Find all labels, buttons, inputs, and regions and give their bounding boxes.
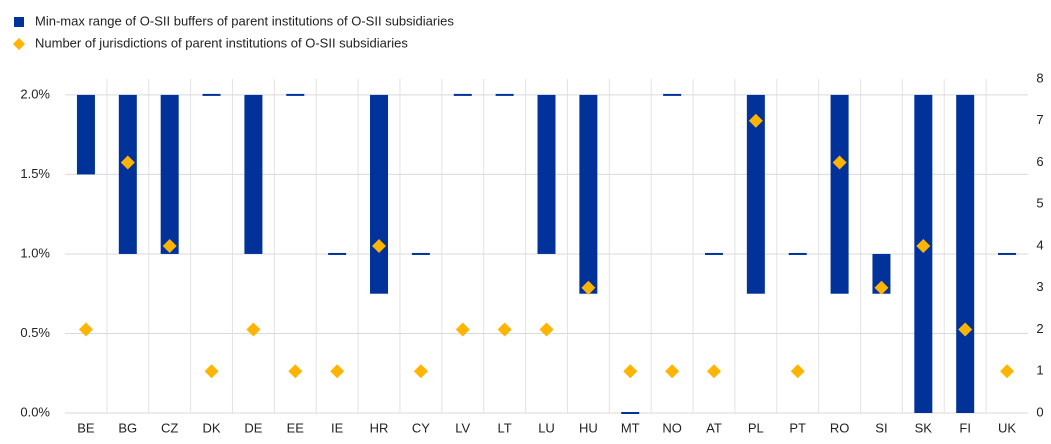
diamond-marker (790, 364, 805, 379)
range-bar (830, 94, 849, 294)
diamond-marker (455, 322, 470, 337)
range-bar (453, 93, 472, 96)
range-bar (160, 94, 179, 254)
range-bar (495, 93, 514, 96)
x-tick-label: IE (331, 420, 344, 435)
diamond-marker (623, 364, 638, 379)
y-tick-label: 0.5% (20, 325, 50, 340)
range-bar (956, 94, 975, 414)
y2-tick-label: 0 (1036, 404, 1043, 419)
diamond-marker (372, 239, 387, 253)
x-tick-label: NO (662, 420, 682, 435)
diamond-marker (162, 239, 177, 253)
legend-swatch (14, 17, 24, 27)
diamond-marker (958, 322, 973, 337)
y-tick-label: 1.5% (20, 166, 50, 181)
x-tick-label: BG (118, 420, 137, 435)
y2-tick-label: 2 (1036, 321, 1043, 336)
y2-tick-label: 5 (1036, 196, 1043, 211)
y2-tick-label: 6 (1036, 154, 1043, 169)
range-bar (202, 93, 221, 96)
x-tick-label: PL (748, 420, 764, 435)
range-bar (286, 93, 305, 96)
diamond-marker (748, 113, 763, 128)
range-bar (118, 94, 137, 254)
x-tick-label: RO (830, 420, 850, 435)
diamond-marker (497, 322, 512, 337)
range-bar (746, 94, 765, 294)
range-bar (579, 94, 598, 294)
x-tick-label: DK (203, 420, 221, 435)
y2-tick-label: 7 (1036, 112, 1043, 127)
diamond-marker (832, 155, 847, 170)
x-tick-label: PT (789, 420, 806, 435)
y-tick-label: 2.0% (20, 86, 50, 101)
x-tick-label: AT (706, 420, 722, 435)
diamond-marker (288, 364, 303, 379)
x-tick-label: EE (287, 420, 305, 435)
diamond-marker (413, 364, 428, 379)
y2-tick-label: 8 (1036, 70, 1043, 85)
range-bar (704, 252, 723, 255)
range-bar (244, 94, 263, 254)
y2-tick-label: 4 (1036, 237, 1043, 252)
range-bar (998, 252, 1017, 255)
x-tick-label: HR (370, 420, 389, 435)
diamond-marker (204, 364, 219, 379)
x-tick-label: CZ (161, 420, 178, 435)
range-bar (537, 94, 556, 254)
diamond-marker (330, 364, 345, 379)
x-tick-label: LV (455, 420, 470, 435)
range-bar (872, 253, 891, 294)
diamond-marker (665, 364, 680, 379)
legend-label: Number of jurisdictions of parent instit… (35, 35, 408, 50)
diamond-marker (874, 280, 889, 295)
diamond-marker (539, 322, 554, 337)
x-tick-label: LU (538, 420, 555, 435)
x-tick-label: BE (77, 420, 95, 435)
x-tick-label: DE (244, 420, 262, 435)
legend-swatch (13, 38, 25, 50)
diamond-marker (1000, 364, 1015, 379)
range-bar (370, 94, 389, 294)
range-bar (621, 412, 640, 414)
x-tick-label: MT (621, 420, 640, 435)
y2-tick-label: 3 (1036, 279, 1043, 294)
diamond-marker (581, 280, 596, 295)
x-tick-label: LT (498, 420, 512, 435)
range-bar (663, 93, 682, 96)
diamond-marker (706, 364, 721, 379)
diamond-marker (246, 322, 261, 337)
range-bar (788, 252, 807, 255)
range-bar (328, 252, 347, 255)
y2-tick-label: 1 (1036, 363, 1043, 378)
x-tick-label: CY (412, 420, 430, 435)
x-tick-label: HU (579, 420, 598, 435)
y-tick-label: 1.0% (20, 245, 50, 260)
diamond-marker (78, 322, 93, 337)
diamond-marker (916, 239, 931, 253)
diamond-marker (120, 155, 135, 170)
range-bar (411, 252, 430, 255)
range-bar (76, 94, 95, 175)
y-tick-label: 0.0% (20, 404, 50, 419)
x-tick-label: UK (998, 420, 1016, 435)
x-tick-label: FI (959, 420, 971, 435)
legend-label: Min-max range of O-SII buffers of parent… (35, 13, 454, 28)
x-tick-label: SK (915, 420, 933, 435)
x-tick-label: SI (875, 420, 887, 435)
range-bar (914, 94, 933, 414)
